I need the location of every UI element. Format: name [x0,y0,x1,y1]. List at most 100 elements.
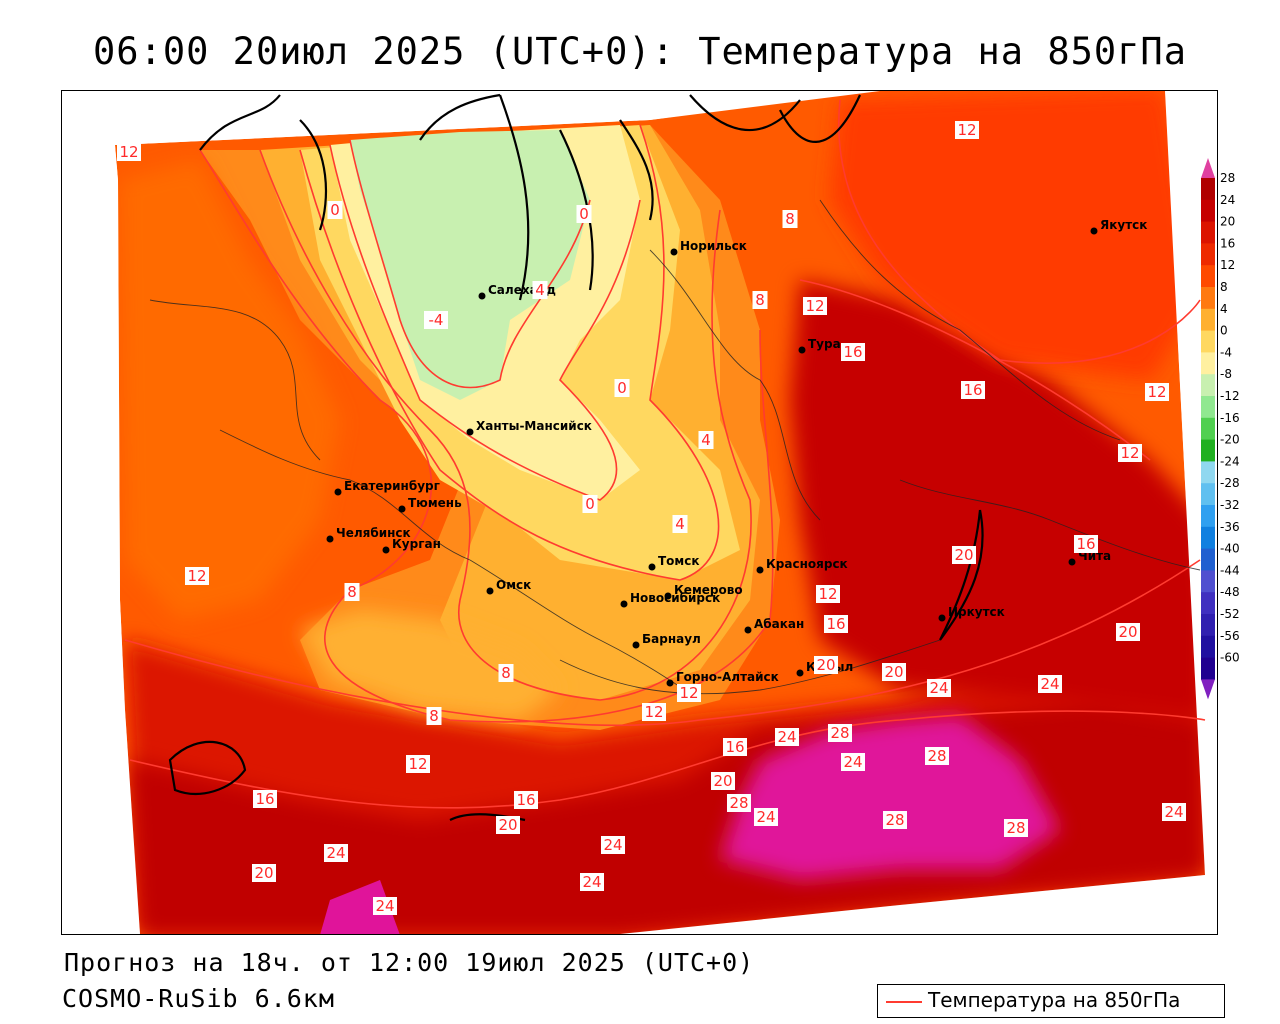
isoline-label: 24 [1164,803,1183,821]
city-marker [664,592,672,600]
isoline-label: 12 [957,121,976,139]
temperature-field [62,91,1217,934]
colorbar-tick-label: -8 [1220,367,1232,381]
city-label: Горно-Алтайск [676,670,779,684]
isoline-label: 24 [1040,675,1059,693]
isoline-label-box [952,546,976,564]
isoline-label: 8 [501,664,511,682]
isoline-label: 20 [954,546,973,564]
isoline-label: 12 [644,703,663,721]
isoline-label-box [752,291,768,309]
city-label: Новосибирск [630,591,720,605]
isoline-label-box [961,381,985,399]
isoline-label: 0 [330,201,340,219]
isoline-label-box [1118,444,1142,462]
isoline-label: 20 [884,663,903,681]
isoline-label: 4 [535,281,545,299]
colorbar-swatch [1201,178,1215,201]
isoline-label: 16 [843,343,862,361]
isoline-label-box [927,679,951,697]
isoline-label-box [1074,535,1098,553]
city-marker [666,679,674,687]
city-marker [670,248,678,256]
city-label: Тюмень [408,496,462,510]
isoline-label-box [496,816,520,834]
isoline-label-box [775,728,799,746]
isoline-label-box [117,143,141,161]
isoline-label-box [601,836,625,854]
colorbar-tick-label: -12 [1220,389,1240,403]
isoline-label-box [614,379,630,397]
isoline-label: 12 [679,684,698,702]
colorbar-tick-label: -36 [1220,520,1240,534]
colorbar-swatch [1201,308,1215,332]
colorbar-bottom-arrow [1201,679,1215,700]
isoline-label: 20 [713,772,732,790]
isoline-label-box [1004,819,1028,837]
isoline-label: 8 [755,291,765,309]
isoline-label: 12 [1147,383,1166,401]
isoline-label: 28 [1006,819,1025,837]
isoline-label: 4 [675,515,685,533]
colorbar-tick-label: -60 [1220,651,1240,665]
colorbar-tick-label: -56 [1220,629,1240,643]
colorbar-swatch [1201,439,1215,462]
colorbar-swatch [1201,570,1215,593]
colorbar-tick-label: 16 [1220,236,1235,250]
isoline-label: 16 [255,790,274,808]
city-marker [478,292,486,300]
city-label: Томск [658,554,700,568]
isoline-label-box [642,703,666,721]
isoline-label-box [252,864,276,882]
colorbar-swatch [1201,221,1215,244]
isoline-label: 0 [585,495,595,513]
isoline-label: 24 [326,844,345,862]
isoline-label: 16 [725,738,744,756]
isoline-label: 16 [963,381,982,399]
isoline-label: 24 [375,897,394,915]
isoline-label-layer: 12 12 8 0 0 -4 4 8 12 16 16 12 12 0 4 0 4 8 12 12 16 20 16 20 20… [117,121,1186,915]
isoline-label: 0 [617,379,627,397]
colorbar-tick-label: 12 [1220,258,1235,272]
city-label: Кемерово [674,583,743,597]
isoline-label: 24 [929,679,948,697]
isoline-label: 28 [729,794,748,812]
isoline-label-box [803,297,827,315]
isoline-label-box [576,205,592,223]
colorbar-swatch [1201,287,1215,310]
isoline-label-box [883,811,907,829]
city-marker [466,428,474,436]
isoline-label-box [498,664,514,682]
model-name: COSMO-RuSib 6.6км [62,984,335,1013]
isoline-label-box [426,707,442,725]
colorbar-tick-label: -24 [1220,454,1240,468]
colorbar-tick-label: -20 [1220,433,1240,447]
isoline-label-box [373,897,397,915]
city-label: Екатеринбург [344,479,440,493]
isoline-label-box [532,281,548,299]
city-marker [1068,558,1076,566]
city-marker [798,346,806,354]
forecast-info: Прогноз на 18ч. от 12:00 19июл 2025 (UTC… [64,948,755,977]
legend-line-swatch [886,1001,922,1003]
isoline-label: 8 [347,583,357,601]
isoline-label: 24 [756,808,775,826]
city-marker [382,546,390,554]
isoline-label: 28 [885,811,904,829]
isoline-label-box [580,873,604,891]
isoline-label: 0 [579,205,589,223]
isoline-label: 16 [1076,535,1095,553]
isoline-label: 12 [1120,444,1139,462]
city-label: Омск [496,578,531,592]
colorbar-swatch [1201,614,1215,637]
map-title: 06:00 20июл 2025 (UTC+0): Температура на… [93,30,1187,73]
isoline-label: 8 [785,210,795,228]
isoline-label-box [814,656,838,674]
isoline-label: 24 [603,836,622,854]
isoline-label-box [1116,623,1140,641]
isoline-label: 8 [429,707,439,725]
city-label: Абакан [754,617,804,631]
colorbar-swatch [1201,417,1215,441]
colorbar-swatch [1201,330,1215,353]
map-legend: Температура на 850гПа [877,984,1225,1018]
